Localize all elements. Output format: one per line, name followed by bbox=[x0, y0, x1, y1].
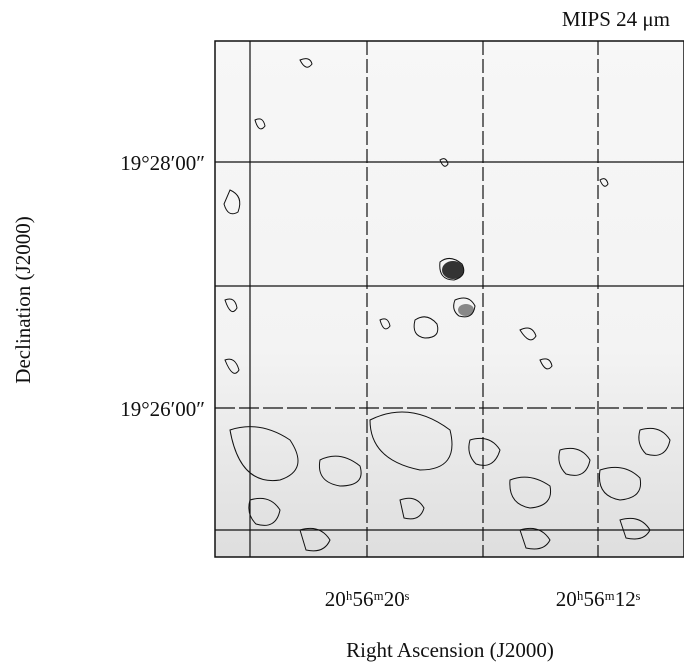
coordinate-grid bbox=[215, 41, 684, 557]
panel-title: MIPS 24 μm bbox=[562, 7, 670, 31]
sky-image bbox=[215, 41, 684, 557]
frame bbox=[214, 40, 684, 558]
contours bbox=[223, 58, 671, 552]
source bbox=[442, 261, 464, 279]
y-tick-label: 19°26′00″ bbox=[120, 397, 205, 421]
y-axis-label: Declination (J2000) bbox=[11, 216, 35, 383]
source bbox=[458, 304, 474, 316]
x-axis-label: Right Ascension (J2000) bbox=[346, 638, 554, 662]
y-tick-label: 19°28′00″ bbox=[120, 151, 205, 175]
x-tick-label: 20ʰ56ᵐ20ˢ bbox=[325, 587, 410, 611]
x-tick-label: 20ʰ56ᵐ12ˢ bbox=[556, 587, 641, 611]
image-panel bbox=[214, 40, 684, 558]
